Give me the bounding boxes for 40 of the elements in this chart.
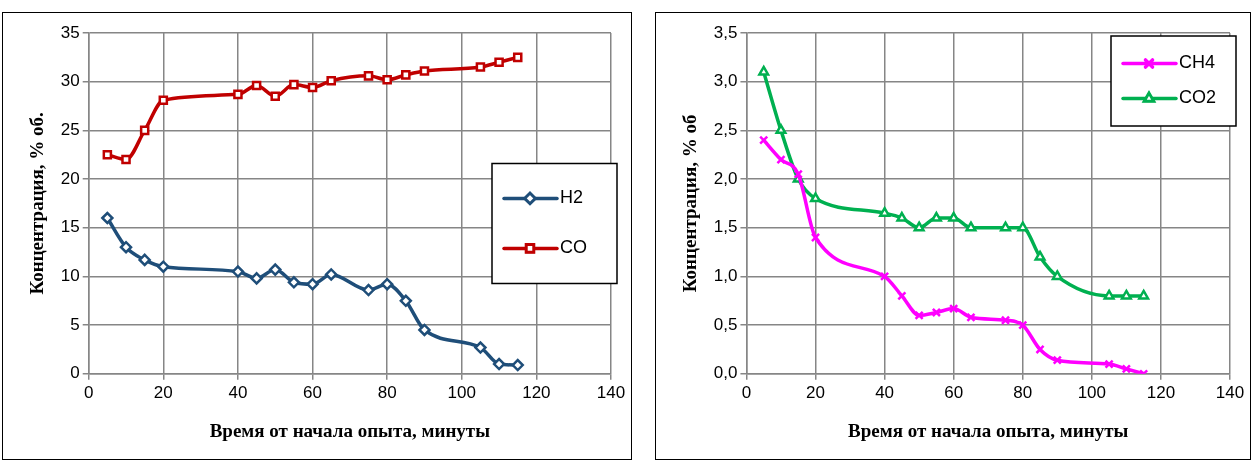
y-axis-title: Концентрация, % об. — [26, 112, 48, 295]
y-tick-label: 10 — [60, 266, 80, 286]
y-tick-label: 20 — [60, 168, 80, 188]
x-tick-label: 100 — [1077, 382, 1107, 402]
y-tick-label: 2,5 — [713, 120, 738, 140]
x-axis-title: Время от начала опыта, минуты — [209, 419, 491, 441]
x-tick-label: 120 — [1146, 382, 1176, 402]
x-tick-label: 80 — [377, 382, 397, 402]
legend-label: CO — [560, 237, 587, 258]
x-tick-label: 140 — [596, 382, 626, 402]
y-tick-label: 3,5 — [713, 22, 738, 42]
legend-label: H2 — [560, 187, 584, 208]
y-tick-label: 25 — [60, 120, 80, 140]
y-tick-label: 2,0 — [713, 168, 738, 188]
y-tick-label: 30 — [60, 71, 80, 91]
y-tick-label: 35 — [60, 22, 80, 42]
x-tick-label: 0 — [83, 382, 94, 402]
y-tick-label: 3,0 — [713, 71, 738, 91]
x-axis-title: Время от начала опыта, минуты — [848, 419, 1129, 441]
x-tick-label: 40 — [228, 382, 248, 402]
x-tick-label: 60 — [944, 382, 964, 402]
legend-label: CH4 — [1179, 52, 1216, 73]
legend-label: CO2 — [1179, 87, 1217, 108]
y-tick-label: 0,5 — [713, 314, 738, 334]
y-axis-title: Концентрация, % об — [679, 114, 701, 293]
y-tick-label: 5 — [70, 314, 80, 334]
x-tick-label: 20 — [153, 382, 173, 402]
y-tick-label: 15 — [60, 217, 80, 237]
x-tick-label: 0 — [741, 382, 752, 402]
x-tick-label: 20 — [806, 382, 825, 402]
x-tick-label: 120 — [522, 382, 551, 402]
x-tick-label: 60 — [303, 382, 323, 402]
x-tick-label: 140 — [1215, 382, 1245, 402]
y-tick-label: 0 — [70, 363, 80, 383]
y-tick-label: 1,5 — [713, 217, 738, 237]
y-tick-label: 0,0 — [713, 363, 738, 383]
x-tick-label: 40 — [875, 382, 895, 402]
x-tick-label: 80 — [1013, 382, 1033, 402]
y-tick-label: 1,0 — [713, 266, 738, 286]
x-tick-label: 100 — [447, 382, 476, 402]
